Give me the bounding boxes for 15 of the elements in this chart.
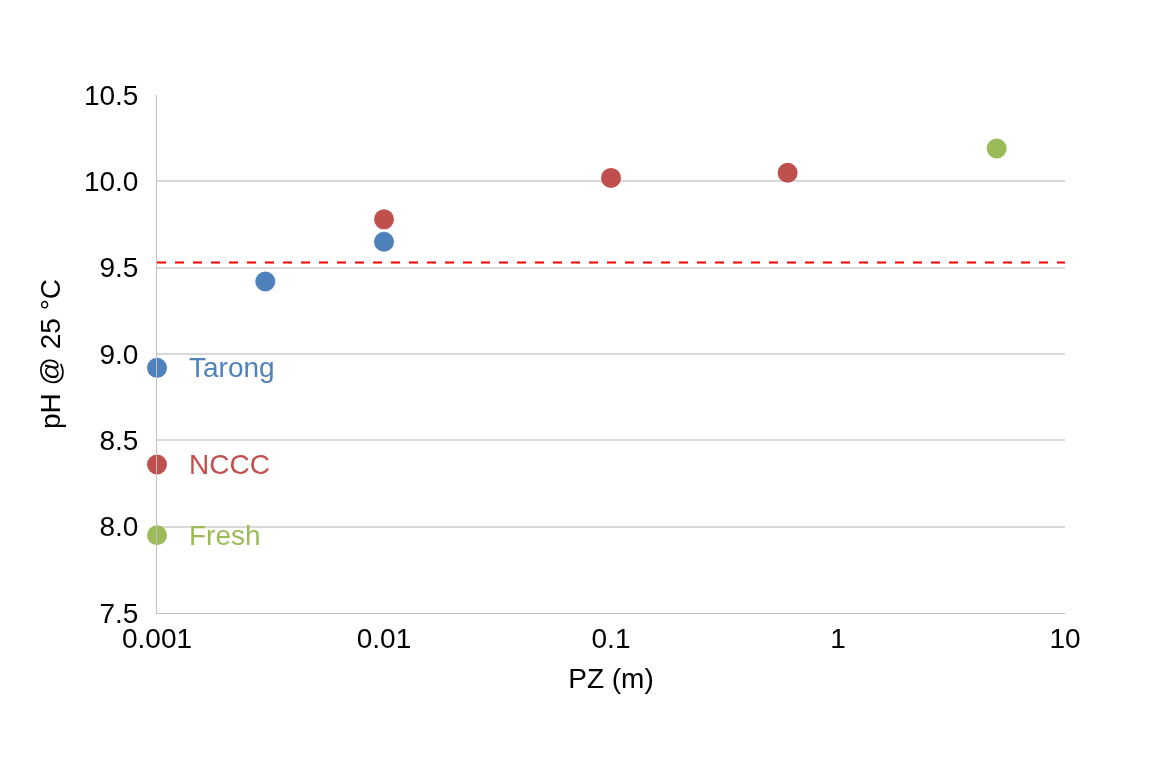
y-tick-label: 10.0 [83, 166, 139, 198]
y-tick-label: 9.5 [99, 252, 139, 284]
y-tick-label: 8.5 [99, 425, 139, 457]
x-tick-label: 0.1 [591, 622, 631, 654]
series-label: Tarong [189, 352, 275, 383]
y-tick-label: 8.0 [99, 511, 139, 543]
y-tick-label: 10.5 [83, 79, 139, 111]
x-tick-label: 10 [1049, 622, 1081, 654]
x-tick-label: 0.01 [356, 622, 412, 654]
series-label: Fresh [189, 520, 261, 551]
series-label: NCCC [189, 449, 270, 480]
x-tick-label: 1 [830, 622, 846, 654]
x-axis-title: PZ (m) [568, 662, 654, 694]
y-tick-label: 9.0 [99, 338, 139, 370]
y-axis-title: pH @ 25 °C [34, 278, 66, 430]
